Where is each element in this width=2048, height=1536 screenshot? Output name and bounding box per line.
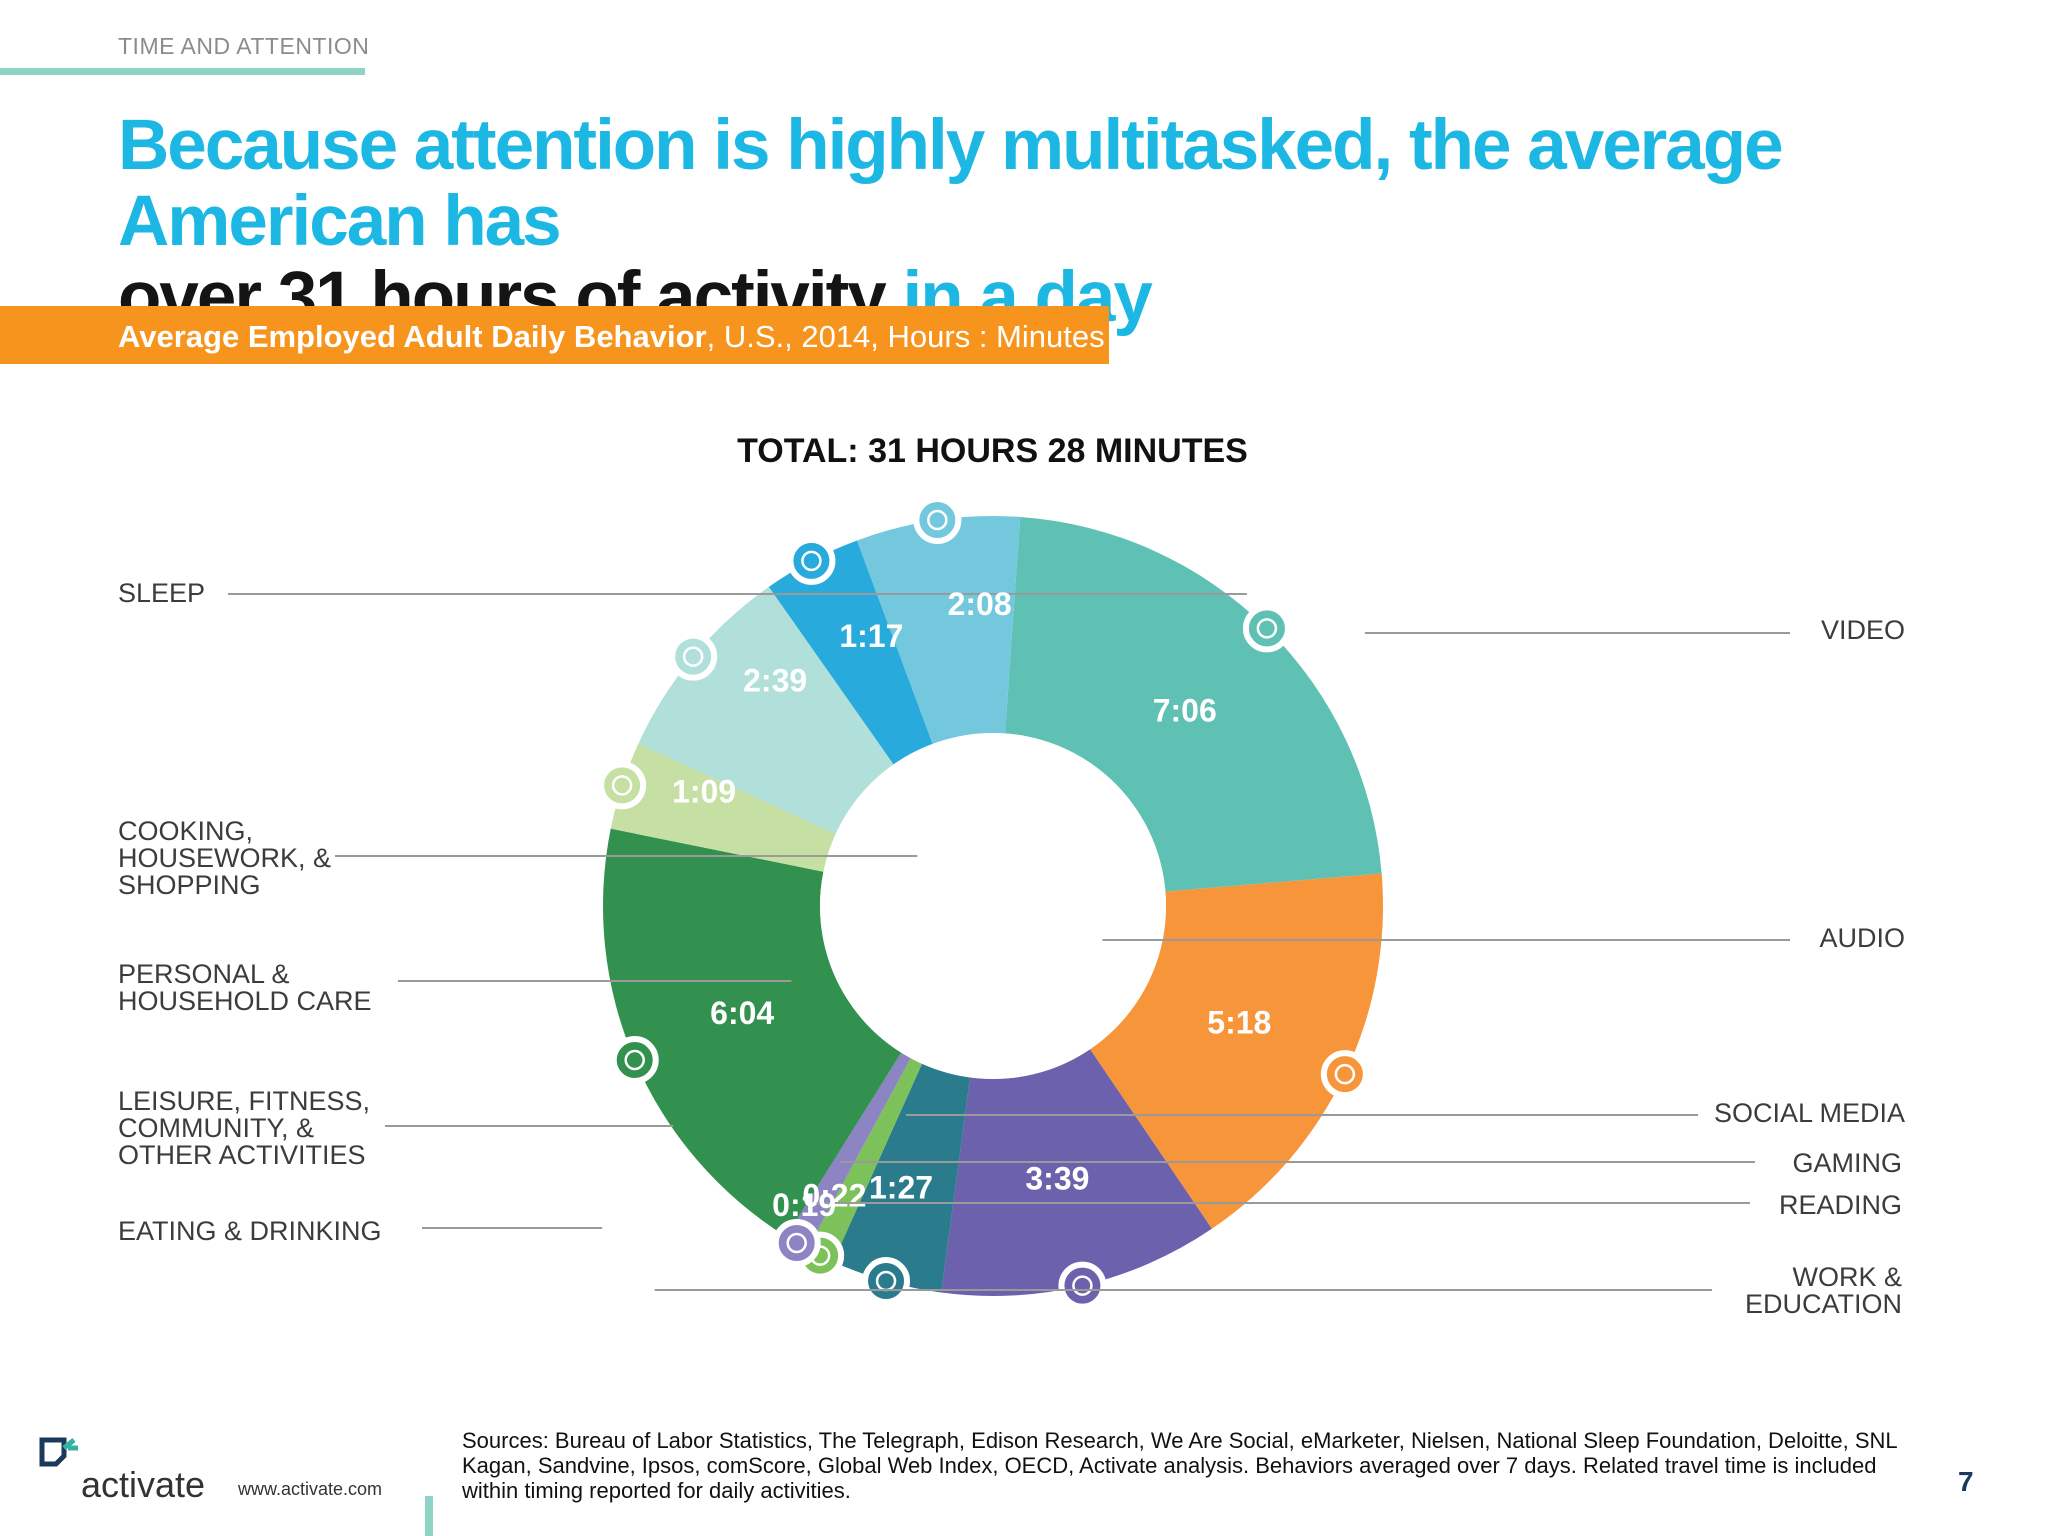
page-number: 7 bbox=[1958, 1466, 1974, 1497]
section-tag: TIME AND ATTENTION bbox=[118, 33, 370, 59]
section-rule bbox=[0, 68, 365, 75]
slice-sleep bbox=[1005, 516, 1382, 892]
chart-total-title: TOTAL: 31 HOURS 28 MINUTES bbox=[737, 432, 1248, 470]
value-label-gaming: 0:22 bbox=[802, 1178, 866, 1214]
slice-work-education bbox=[603, 828, 902, 1237]
category-label-work-education: WORK & EDUCATION bbox=[1744, 1262, 1902, 1319]
value-label-cooking-housework-shopping: 2:08 bbox=[948, 586, 1012, 622]
donut-hole bbox=[820, 733, 1166, 1079]
value-label-audio: 3:39 bbox=[1025, 1160, 1089, 1196]
value-label-video: 5:18 bbox=[1207, 1005, 1271, 1041]
website-link[interactable]: www.activate.com bbox=[238, 1479, 383, 1499]
subtitle-rest: , U.S., 2014, Hours : Minutes bbox=[706, 319, 1105, 354]
slice-video bbox=[1090, 873, 1383, 1229]
cleaning-icon bbox=[913, 495, 962, 544]
donut-chart: 7:06 5:18 3:39 1:270:220:19 6:04 1:09 2:39 1:17… bbox=[228, 495, 1790, 1310]
presentation-icon bbox=[610, 1036, 659, 1085]
share-icon bbox=[862, 1257, 911, 1306]
family-icon bbox=[787, 536, 836, 585]
subtitle-bold: Average Employed Adult Daily Behavior bbox=[118, 319, 707, 354]
category-label-gaming: GAMING bbox=[1792, 1148, 1902, 1178]
category-label-social-media: SOCIAL MEDIA bbox=[1713, 1098, 1905, 1128]
slice-gaming bbox=[807, 1058, 923, 1262]
dining-icon bbox=[598, 761, 647, 810]
activate-logo-icon bbox=[39, 1437, 78, 1467]
category-label-cooking-housework-shopping: COOKING, HOUSEWORK, & SHOPPING bbox=[118, 816, 332, 900]
value-label-personal-household-care: 1:17 bbox=[839, 618, 903, 654]
value-label-sleep: 7:06 bbox=[1153, 693, 1217, 729]
category-label-leisure-fitness-community-other-activities: LEISURE, FITNESS, COMMUNITY, & OTHER ACT… bbox=[118, 1086, 371, 1170]
category-label-reading: READING bbox=[1778, 1190, 1902, 1220]
subtitle-bar bbox=[0, 306, 1109, 364]
sources-note: Sources: Bureau of Labor Statistics, The… bbox=[462, 1428, 1897, 1503]
value-label-eating-drinking: 1:09 bbox=[672, 773, 736, 809]
category-label-sleep: SLEEP bbox=[118, 578, 206, 608]
footer-rule bbox=[425, 1496, 433, 1536]
value-label-work-education: 6:04 bbox=[710, 995, 774, 1031]
logo-text: activate bbox=[81, 1464, 206, 1505]
bed-icon bbox=[1242, 604, 1291, 653]
slice-reading bbox=[786, 1052, 911, 1250]
film-icon bbox=[1320, 1050, 1369, 1099]
speaker-icon bbox=[1058, 1261, 1107, 1310]
slice-cooking-housework-shopping bbox=[857, 515, 1021, 744]
book-icon bbox=[772, 1219, 821, 1268]
chart-subtitle: Average Employed Adult Daily Behavior, U… bbox=[118, 319, 1105, 355]
value-label-reading: 0:19 bbox=[772, 1187, 836, 1223]
category-label-video: VIDEO bbox=[1820, 615, 1905, 645]
category-label-eating-drinking: EATING & DRINKING bbox=[118, 1216, 382, 1246]
slice-personal-household-care bbox=[768, 540, 933, 765]
slice-social-media bbox=[833, 1063, 971, 1293]
slice-eating-drinking bbox=[610, 743, 836, 872]
bench-press-icon bbox=[669, 632, 718, 681]
slice-audio bbox=[941, 1049, 1212, 1296]
value-label-social-media: 1:27 bbox=[869, 1170, 933, 1206]
category-label-personal-household-care: PERSONAL & HOUSEHOLD CARE bbox=[118, 959, 372, 1016]
category-label-audio: AUDIO bbox=[1819, 923, 1905, 953]
headline-part1: Because attention is highly multitasked,… bbox=[118, 106, 1784, 261]
value-label-leisure-fitness-community-other-activities: 2:39 bbox=[743, 663, 807, 699]
